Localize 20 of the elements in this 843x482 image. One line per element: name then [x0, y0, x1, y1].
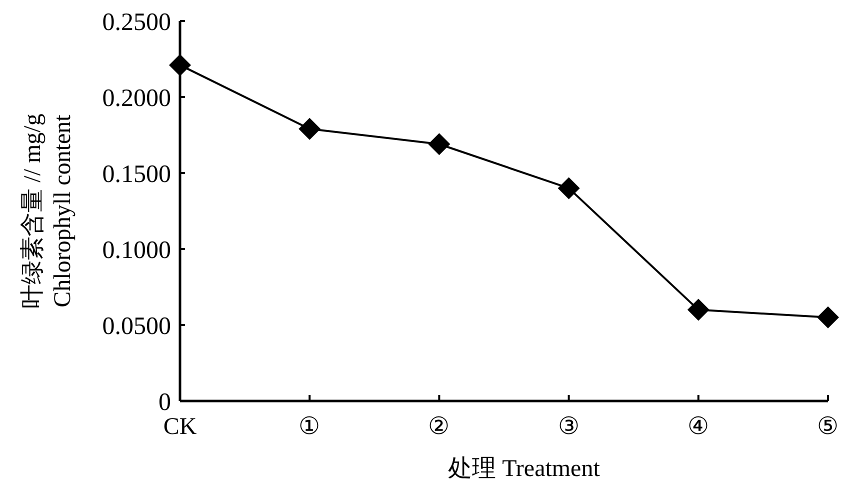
- x-tick-label: CK: [163, 414, 198, 440]
- point: [428, 133, 450, 156]
- x-tick-label: ④: [687, 414, 710, 440]
- x-tick-label: ①: [298, 414, 321, 440]
- point: [169, 54, 191, 76]
- x-tick-label: ③: [558, 414, 580, 440]
- x-tick-label: ②: [428, 414, 450, 440]
- point: [817, 306, 839, 328]
- point: [687, 298, 710, 321]
- y-tick-label: 0.2500: [102, 9, 171, 36]
- x-axis-title: 处理 Treatment: [448, 456, 600, 482]
- y-tick-label: 0.1500: [102, 161, 171, 188]
- x-tick-label: ⑤: [817, 414, 839, 440]
- y-tick-label: 0.1000: [102, 237, 171, 264]
- y-tick-label: 0.0500: [102, 313, 171, 340]
- y-tick-label: 0: [158, 389, 171, 416]
- point: [298, 118, 321, 140]
- point: [558, 177, 580, 200]
- y-tick-label: 0.2000: [102, 85, 171, 112]
- y-axis-title: 叶绿素含量 // mg/g Chlorophyll content: [20, 114, 76, 308]
